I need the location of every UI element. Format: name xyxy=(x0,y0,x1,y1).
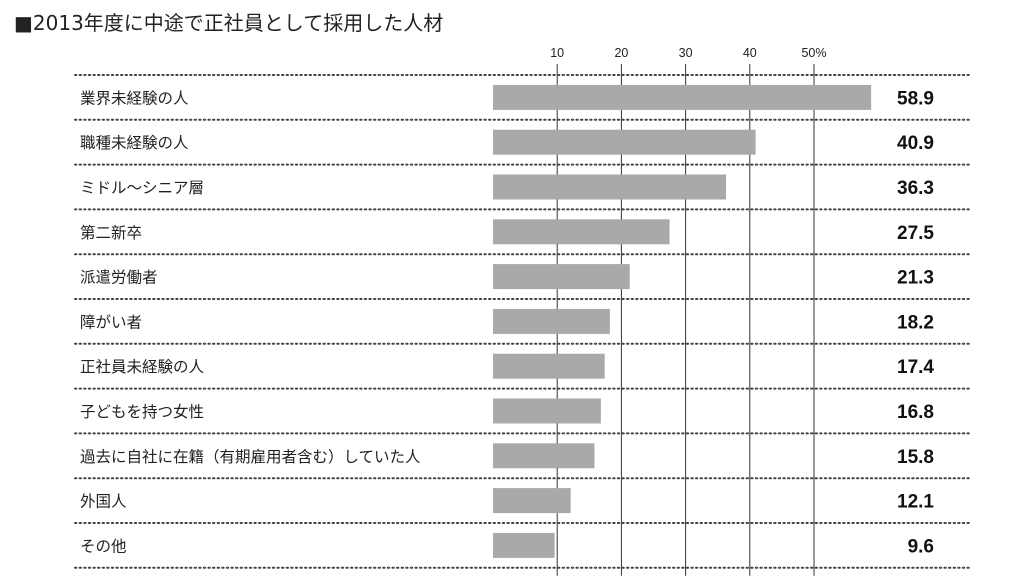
tick-labels: 10 20 30 40 50% xyxy=(550,46,826,60)
value-label: 12.1 xyxy=(897,492,934,513)
value-labels: 58.9 40.9 36.3 27.5 21.3 18.2 17.4 16.8 15.8 12.1… xyxy=(897,88,934,557)
x-tick-label: 20 xyxy=(614,46,628,60)
chart-title: ■2013年度に中途で正社員として採用した人材 xyxy=(14,11,443,35)
category-label: 子どもを持つ女性 xyxy=(80,402,204,421)
bar xyxy=(493,129,756,155)
bar xyxy=(493,264,630,290)
value-label: 9.6 xyxy=(908,536,934,557)
bar xyxy=(493,174,727,200)
bar xyxy=(493,443,595,469)
category-label: 業界未経験の人 xyxy=(80,89,189,107)
x-tick-label: 40 xyxy=(743,46,757,60)
bar xyxy=(493,84,872,110)
category-label: 障がい者 xyxy=(80,313,142,331)
value-label: 17.4 xyxy=(897,357,934,378)
value-label: 36.3 xyxy=(897,178,934,199)
row-separators xyxy=(74,74,971,569)
bar xyxy=(493,353,605,379)
category-label: 外国人 xyxy=(80,493,127,511)
bar xyxy=(493,398,601,424)
value-label: 27.5 xyxy=(897,223,934,244)
category-label: 派遣労働者 xyxy=(80,269,158,287)
category-label: 職種未経験の人 xyxy=(80,134,189,152)
value-label: 21.3 xyxy=(897,268,934,289)
bars xyxy=(493,84,872,558)
value-label: 40.9 xyxy=(897,133,934,154)
bar xyxy=(493,219,670,245)
category-label: ミドル～シニア層 xyxy=(80,179,204,197)
bar xyxy=(493,488,571,514)
category-label: その他 xyxy=(80,537,127,555)
x-tick-label: 30 xyxy=(679,46,693,60)
value-label: 18.2 xyxy=(897,312,934,333)
value-label: 58.9 xyxy=(897,88,934,109)
bar xyxy=(493,308,610,334)
x-tick-label: 10 xyxy=(550,46,564,60)
category-label: 過去に自社に在籍（有期雇用者含む）していた人 xyxy=(80,448,421,466)
value-label: 16.8 xyxy=(897,402,934,423)
category-labels: 業界未経験の人職種未経験の人ミドル～シニア層第二新卒派遣労働者障がい者正社員未経… xyxy=(80,89,421,555)
category-label: 第二新卒 xyxy=(80,224,142,242)
x-tick-label: 50% xyxy=(801,46,826,60)
value-label: 15.8 xyxy=(897,447,934,468)
category-label: 正社員未経験の人 xyxy=(80,358,204,376)
bar xyxy=(493,532,555,558)
